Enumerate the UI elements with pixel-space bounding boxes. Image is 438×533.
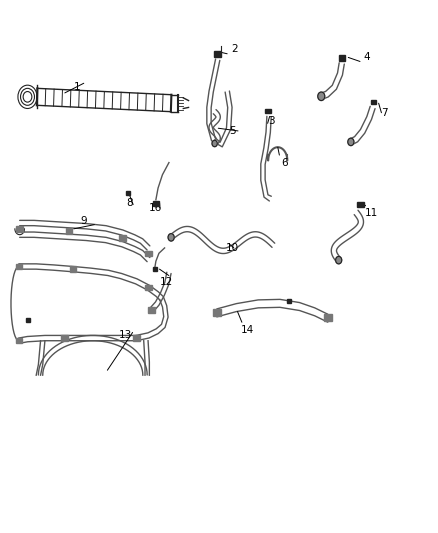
Circle shape (318, 92, 325, 101)
Bar (119, 236, 126, 241)
Text: 4: 4 (364, 52, 370, 62)
Text: 3: 3 (268, 116, 275, 126)
Text: 16: 16 (149, 203, 162, 213)
Text: 12: 12 (160, 277, 173, 287)
Text: 10: 10 (226, 243, 239, 253)
Text: 6: 6 (281, 158, 288, 168)
Text: 2: 2 (231, 44, 237, 54)
Text: 1: 1 (74, 82, 81, 92)
Bar (16, 226, 23, 231)
Circle shape (168, 233, 174, 241)
Text: 7: 7 (381, 108, 388, 118)
Text: 8: 8 (127, 198, 133, 208)
Bar (371, 100, 376, 104)
Bar (133, 335, 140, 341)
Bar (61, 335, 68, 341)
Text: 11: 11 (365, 208, 378, 219)
Bar (324, 314, 332, 321)
Bar (148, 307, 155, 313)
Text: 13: 13 (119, 330, 132, 341)
Text: 9: 9 (81, 216, 88, 227)
Circle shape (212, 140, 217, 147)
Bar (70, 266, 77, 272)
Bar (265, 109, 271, 114)
Bar (339, 55, 345, 61)
Bar (153, 201, 159, 206)
Bar (66, 228, 72, 233)
Bar (213, 309, 221, 316)
Bar (214, 51, 221, 57)
Bar (357, 201, 364, 207)
Bar (145, 251, 152, 256)
Circle shape (348, 138, 354, 146)
Bar (15, 338, 22, 343)
Text: 5: 5 (229, 126, 235, 136)
Bar (15, 264, 22, 269)
Bar (145, 285, 152, 290)
Text: 14: 14 (240, 325, 254, 335)
Circle shape (336, 256, 342, 264)
